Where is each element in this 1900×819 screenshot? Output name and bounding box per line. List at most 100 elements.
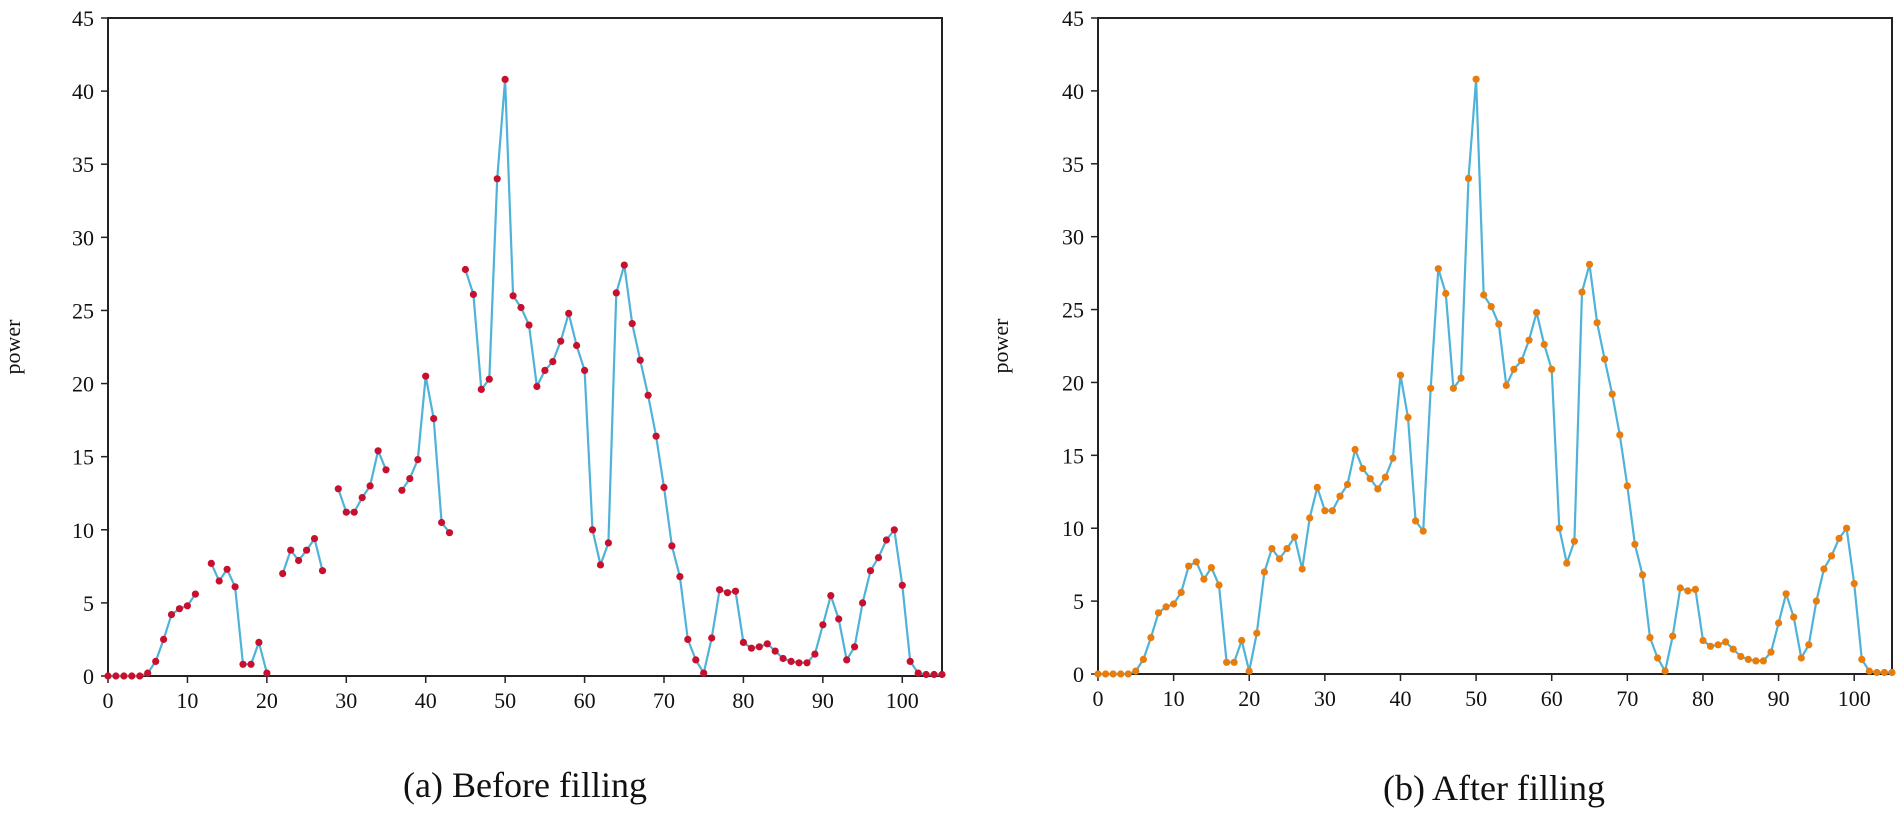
y-tick-label: 5 — [1073, 589, 1084, 614]
data-point — [739, 638, 748, 647]
x-tick-label: 20 — [1238, 686, 1260, 711]
data-point — [1525, 336, 1533, 344]
data-point — [1812, 597, 1820, 605]
y-tick-label: 5 — [83, 591, 94, 616]
data-point — [1464, 174, 1473, 182]
series-line — [281, 537, 324, 574]
data-point — [1548, 365, 1556, 373]
data-point — [914, 669, 922, 677]
data-point — [414, 456, 422, 464]
data-point — [350, 508, 358, 516]
data-point — [1457, 374, 1465, 382]
data-point — [1177, 588, 1185, 597]
data-point — [1782, 590, 1790, 598]
series-line — [464, 78, 942, 676]
data-point — [803, 659, 811, 667]
data-point — [112, 672, 120, 680]
data-point — [859, 599, 867, 607]
data-point — [1094, 670, 1102, 678]
data-point — [1215, 581, 1223, 589]
y-tick-label: 10 — [72, 518, 94, 543]
data-point — [1381, 473, 1389, 481]
y-tick-label: 45 — [1062, 6, 1084, 31]
data-point — [644, 391, 652, 399]
data-point — [604, 539, 613, 547]
data-point — [1427, 384, 1435, 392]
data-point — [430, 415, 438, 423]
data-point — [1291, 533, 1299, 541]
data-point — [1328, 507, 1336, 515]
data-point — [422, 372, 430, 380]
data-point — [1827, 552, 1836, 560]
y-tick-label: 35 — [1062, 152, 1084, 177]
x-tick-label: 60 — [574, 688, 596, 713]
data-point — [183, 602, 191, 610]
data-point — [445, 529, 454, 537]
data-point — [541, 366, 549, 374]
data-point — [1722, 638, 1730, 646]
data-point — [1570, 537, 1578, 545]
data-point — [1170, 600, 1178, 608]
data-point — [1502, 381, 1510, 389]
data-point — [866, 567, 875, 575]
data-point — [263, 669, 271, 677]
data-point — [898, 581, 906, 589]
data-point — [1737, 652, 1745, 661]
data-point — [588, 526, 597, 534]
data-point — [1321, 507, 1329, 515]
data-point — [1109, 670, 1117, 678]
data-point — [1654, 654, 1662, 662]
y-tick-label: 20 — [1062, 370, 1084, 395]
data-point — [239, 660, 247, 668]
data-point — [922, 670, 930, 679]
data-point — [1623, 482, 1631, 490]
data-point — [1366, 475, 1374, 483]
data-point — [1298, 565, 1306, 573]
data-point — [874, 554, 883, 562]
data-point — [104, 672, 112, 680]
data-point — [1147, 634, 1155, 642]
data-point — [1275, 555, 1284, 563]
data-point — [382, 466, 390, 474]
data-point — [1540, 340, 1548, 349]
data-point — [787, 657, 795, 666]
data-point — [930, 670, 938, 679]
data-point — [1616, 431, 1624, 439]
data-point — [167, 611, 176, 619]
data-point — [1245, 667, 1253, 675]
y-tick-label: 40 — [72, 79, 94, 104]
data-point — [406, 475, 414, 483]
data-point — [295, 556, 303, 565]
data-point — [1563, 559, 1571, 567]
plot-frame — [1097, 17, 1893, 675]
data-point — [1601, 355, 1609, 363]
data-point — [485, 375, 493, 383]
x-tick-label: 100 — [886, 688, 919, 713]
series-line — [108, 593, 197, 678]
data-point — [318, 567, 327, 575]
data-point — [310, 535, 319, 543]
data-point — [501, 75, 509, 83]
data-point — [223, 565, 231, 573]
data-point — [152, 657, 160, 666]
data-point — [1238, 636, 1246, 645]
x-tick-label: 90 — [1768, 686, 1790, 711]
y-tick-label: 25 — [1062, 298, 1084, 323]
data-point — [1790, 613, 1798, 621]
x-tick-label: 50 — [494, 688, 516, 713]
data-point — [461, 265, 469, 274]
data-point — [1661, 667, 1669, 675]
y-tick-label: 30 — [72, 225, 94, 250]
y-tick-label: 15 — [1062, 443, 1084, 468]
data-point — [525, 321, 533, 329]
data-point — [1124, 670, 1132, 678]
data-point — [1706, 642, 1715, 650]
data-point — [1374, 485, 1382, 493]
data-point — [581, 366, 589, 374]
x-tick-label: 30 — [335, 688, 357, 713]
data-point — [334, 485, 342, 493]
data-point — [215, 577, 223, 585]
data-point — [1117, 670, 1125, 678]
data-point — [1767, 648, 1775, 656]
